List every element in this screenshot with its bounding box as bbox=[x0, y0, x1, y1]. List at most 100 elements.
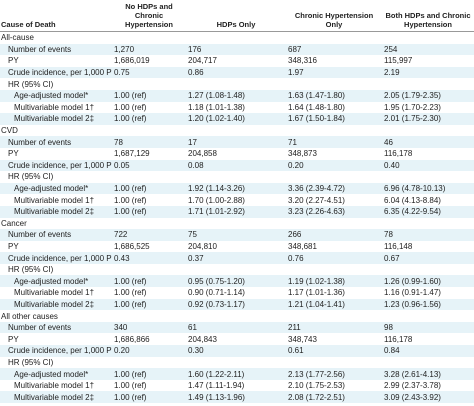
cell: 2.08 (1.72-2.51) bbox=[286, 391, 382, 403]
cell: 1.71 (1.01-2.92) bbox=[186, 205, 286, 218]
data-row: Multivariable model 2‡ 1.00 (ref) 0.92 (0.… bbox=[0, 298, 474, 311]
empty-cell bbox=[382, 264, 474, 276]
row-label: PY bbox=[8, 149, 19, 159]
cell: 687 bbox=[286, 43, 382, 56]
cell: 6.96 (4.78-10.13) bbox=[382, 182, 474, 195]
cell: 1.27 (1.08-1.48) bbox=[186, 89, 286, 102]
cell: 0.86 bbox=[186, 66, 286, 79]
data-row: Multivariable model 2‡ 1.00 (ref) 1.49 (1.… bbox=[0, 391, 474, 403]
cell: 0.95 (0.75-1.20) bbox=[186, 275, 286, 288]
section-title: All other causes bbox=[1, 311, 58, 321]
data-row: HR (95% CI) bbox=[0, 357, 474, 369]
cell: 0.40 bbox=[382, 159, 474, 172]
data-row: Crude incidence, per 1,000 PY 0.20 0.30 0.6… bbox=[0, 345, 474, 357]
cell: 6.04 (4.13-8.84) bbox=[384, 195, 441, 205]
cell: 204,843 bbox=[188, 334, 217, 344]
data-row: Age-adjusted model* 1.00 (ref) 0.95 (0.75-… bbox=[0, 275, 474, 288]
data-row: Multivariable model 1† 1.00 (ref) 1.70 (1.… bbox=[0, 194, 474, 206]
cell: 0.75 bbox=[112, 66, 186, 79]
row-label: Number of events bbox=[0, 321, 112, 334]
cell: 722 bbox=[112, 229, 186, 241]
cell: 0.90 (0.71-1.14) bbox=[188, 288, 245, 298]
empty-cell bbox=[112, 264, 186, 276]
row-label: Age-adjusted model* bbox=[0, 182, 112, 195]
section-row: All other causes bbox=[0, 310, 474, 322]
cell: 1.00 (ref) bbox=[114, 381, 147, 391]
row-label: Age-adjusted model* bbox=[0, 89, 112, 102]
empty-cell bbox=[382, 78, 474, 90]
row-label: Crude incidence, per 1,000 PY bbox=[0, 345, 112, 357]
cell: 2.10 (1.75-2.53) bbox=[288, 381, 345, 391]
cell: 0.30 bbox=[186, 345, 286, 357]
data-row: PY 1,686,019 204,717 348,316 115,997 bbox=[0, 55, 474, 67]
empty-cell bbox=[286, 357, 382, 369]
data-row: Crude incidence, per 1,000 PY 0.05 0.08 0.2… bbox=[0, 159, 474, 172]
data-row: HR (95% CI) bbox=[0, 78, 474, 90]
empty-cell bbox=[286, 78, 382, 90]
row-label: Multivariable model 1† bbox=[14, 102, 95, 112]
cell: 204,717 bbox=[188, 56, 217, 66]
row-label: Age-adjusted model* bbox=[0, 368, 112, 380]
row-label: PY bbox=[8, 56, 19, 66]
cell: 2.13 (1.77-2.56) bbox=[286, 368, 382, 380]
empty-cell bbox=[382, 357, 474, 369]
cell: 1.00 (ref) bbox=[114, 195, 147, 205]
row-label: Multivariable model 1† bbox=[14, 381, 95, 391]
data-row: Multivariable model 1† 1.00 (ref) 1.47 (1.… bbox=[0, 380, 474, 392]
row-label: Multivariable model 1† bbox=[14, 195, 95, 205]
cell: 1.00 (ref) bbox=[112, 205, 186, 218]
cell: 1.23 (0.96-1.56) bbox=[382, 298, 474, 311]
row-label: Multivariable model 2‡ bbox=[0, 298, 112, 311]
cell: 98 bbox=[382, 321, 474, 334]
cell: 176 bbox=[186, 43, 286, 56]
cell: 1.17 (1.01-1.36) bbox=[288, 288, 345, 298]
section-title: All-cause bbox=[1, 33, 34, 43]
cell: 1.49 (1.13-1.96) bbox=[186, 391, 286, 403]
cell: 1.16 (0.91-1.47) bbox=[384, 288, 441, 298]
cell: 1.70 (1.00-2.88) bbox=[188, 195, 245, 205]
cell: 1.00 (ref) bbox=[112, 113, 186, 125]
cell: 1.00 (ref) bbox=[112, 391, 186, 403]
cell: 204,858 bbox=[188, 149, 217, 159]
cell: 0.67 bbox=[382, 252, 474, 264]
cell: 1.63 (1.47-1.80) bbox=[286, 89, 382, 102]
table-body: All-cause Number of events 1,270 176 687 254 P… bbox=[0, 32, 474, 403]
cell: 340 bbox=[112, 321, 186, 334]
row-label: Number of events bbox=[0, 229, 112, 241]
section-title: CVD bbox=[1, 126, 18, 136]
cell: 17 bbox=[186, 136, 286, 148]
cell: 1.97 bbox=[286, 66, 382, 79]
cell: 1.20 (1.02-1.40) bbox=[186, 113, 286, 125]
cell: 1,686,525 bbox=[114, 241, 150, 251]
cell: 61 bbox=[186, 321, 286, 334]
cell: 116,178 bbox=[384, 149, 413, 159]
data-row: Multivariable model 2‡ 1.00 (ref) 1.71 (1.… bbox=[0, 205, 474, 218]
data-row: Multivariable model 1† 1.00 (ref) 1.18 (1.… bbox=[0, 102, 474, 114]
cell: 0.43 bbox=[112, 252, 186, 264]
row-label: HR (95% CI) bbox=[8, 265, 54, 275]
cell: 254 bbox=[382, 43, 474, 56]
header-row: Cause of Death No HDPs and Chronic Hypert… bbox=[0, 0, 474, 32]
empty-cell bbox=[286, 171, 382, 183]
data-row: Age-adjusted model* 1.00 (ref) 1.60 (1.22-… bbox=[0, 368, 474, 380]
empty-cell bbox=[382, 171, 474, 183]
data-row: Multivariable model 2‡ 1.00 (ref) 1.20 (1.… bbox=[0, 113, 474, 125]
cell: 348,316 bbox=[288, 56, 317, 66]
empty-cell bbox=[112, 78, 186, 90]
row-label: PY bbox=[8, 334, 19, 344]
empty-cell bbox=[186, 78, 286, 90]
cell: 1.00 (ref) bbox=[112, 368, 186, 380]
cell: 1,687,129 bbox=[114, 149, 150, 159]
cell: 3.20 (2.27-4.51) bbox=[288, 195, 345, 205]
cell: 2.01 (1.75-2.30) bbox=[382, 113, 474, 125]
data-row: Crude incidence, per 1,000 PY 0.43 0.37 0.7… bbox=[0, 252, 474, 264]
cell: 2.05 (1.79-2.35) bbox=[382, 89, 474, 102]
data-row: Number of events 1,270 176 687 254 bbox=[0, 43, 474, 56]
cell: 1.47 (1.11-1.94) bbox=[188, 381, 245, 391]
cell: 204,810 bbox=[188, 241, 217, 251]
empty-cell bbox=[186, 264, 286, 276]
column-header: Both HDPs and Chronic Hypertension bbox=[382, 0, 474, 32]
row-label: Multivariable model 2‡ bbox=[0, 205, 112, 218]
